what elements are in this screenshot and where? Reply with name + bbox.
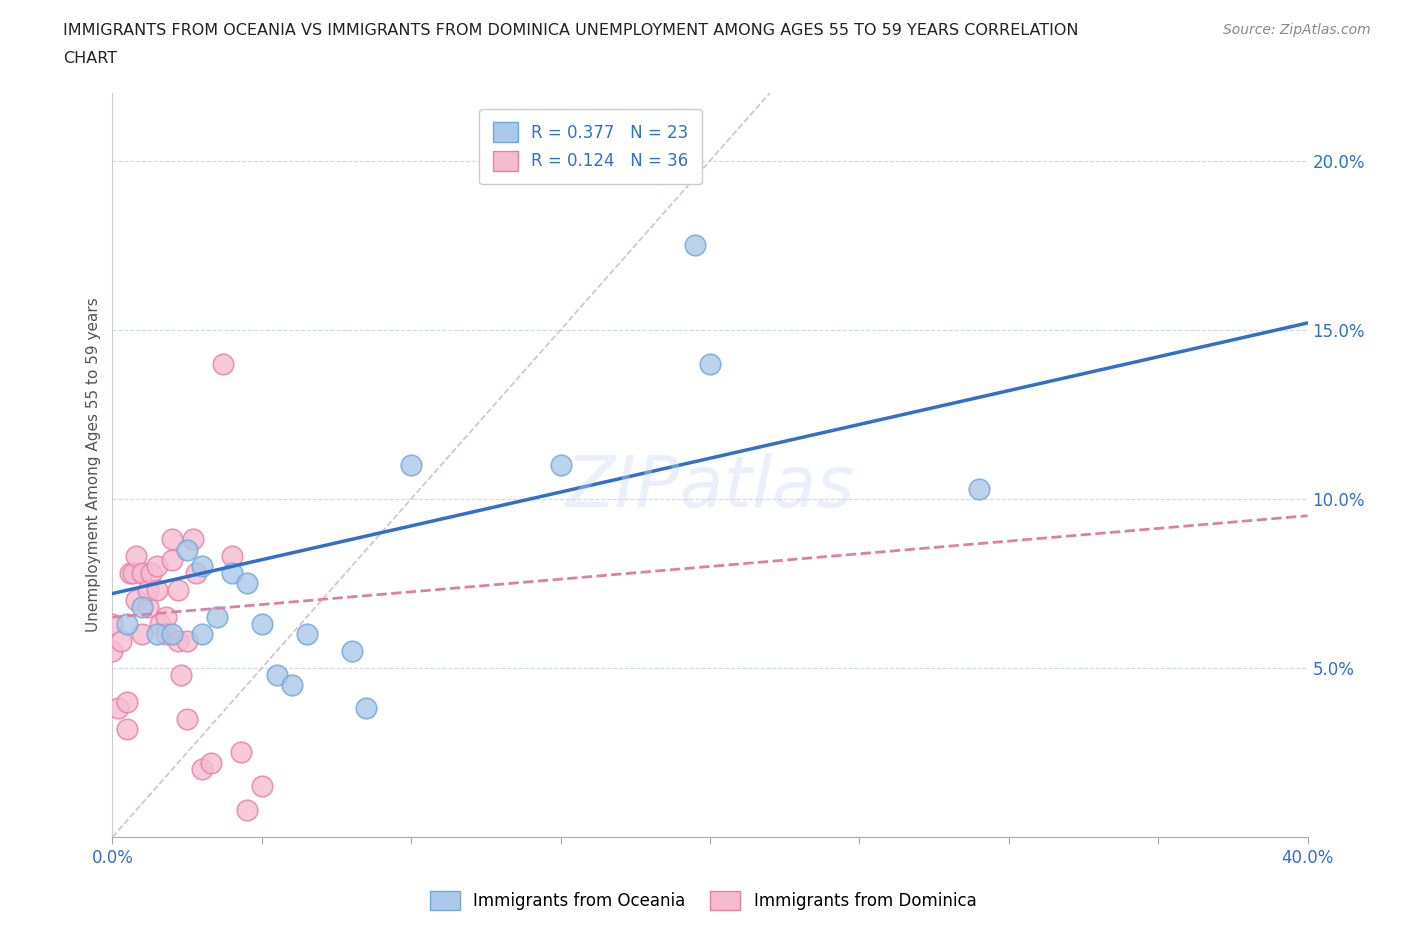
Point — [221, 549, 243, 564]
Y-axis label: Unemployment Among Ages 55 to 59 years: Unemployment Among Ages 55 to 59 years — [86, 298, 101, 632]
Point — [266, 667, 288, 682]
Legend: R = 0.377   N = 23, R = 0.124   N = 36: R = 0.377 N = 23, R = 0.124 N = 36 — [479, 109, 702, 184]
Legend: Immigrants from Oceania, Immigrants from Dominica: Immigrants from Oceania, Immigrants from… — [423, 884, 983, 917]
Text: IMMIGRANTS FROM OCEANIA VS IMMIGRANTS FROM DOMINICA UNEMPLOYMENT AMONG AGES 55 T: IMMIGRANTS FROM OCEANIA VS IMMIGRANTS FR… — [63, 23, 1078, 38]
Point — [131, 600, 153, 615]
Point — [117, 695, 139, 710]
Point — [131, 565, 153, 580]
Point — [122, 565, 145, 580]
Point — [101, 617, 124, 631]
Point — [107, 701, 129, 716]
Point — [229, 745, 252, 760]
Point — [146, 627, 169, 642]
Point — [176, 633, 198, 648]
Point — [176, 711, 198, 726]
Point — [167, 633, 190, 648]
Point — [162, 552, 183, 567]
Point — [281, 677, 304, 692]
Point — [967, 481, 990, 496]
Point — [101, 644, 124, 658]
Point — [356, 701, 378, 716]
Point — [162, 532, 183, 547]
Point — [117, 722, 139, 737]
Point — [186, 565, 208, 580]
Point — [146, 583, 169, 598]
Point — [181, 532, 204, 547]
Point — [699, 356, 721, 371]
Point — [110, 633, 132, 648]
Point — [401, 458, 423, 472]
Point — [155, 627, 177, 642]
Point — [191, 559, 214, 574]
Text: ZIPatlas: ZIPatlas — [565, 453, 855, 522]
Point — [191, 762, 214, 777]
Point — [205, 610, 228, 625]
Point — [117, 617, 139, 631]
Point — [212, 356, 235, 371]
Point — [200, 755, 222, 770]
Point — [125, 549, 148, 564]
Point — [125, 592, 148, 607]
Point — [250, 617, 273, 631]
Point — [176, 542, 198, 557]
Text: Source: ZipAtlas.com: Source: ZipAtlas.com — [1223, 23, 1371, 37]
Point — [236, 803, 259, 817]
Point — [550, 458, 572, 472]
Point — [131, 627, 153, 642]
Point — [340, 644, 363, 658]
Point — [141, 565, 163, 580]
Point — [221, 565, 243, 580]
Point — [236, 576, 259, 591]
Point — [170, 667, 193, 682]
Point — [138, 583, 160, 598]
Point — [149, 617, 172, 631]
Text: CHART: CHART — [63, 51, 117, 66]
Point — [155, 610, 177, 625]
Point — [191, 627, 214, 642]
Point — [295, 627, 318, 642]
Point — [250, 778, 273, 793]
Point — [162, 627, 183, 642]
Point — [138, 600, 160, 615]
Point — [683, 238, 706, 253]
Point — [120, 565, 142, 580]
Point — [146, 559, 169, 574]
Point — [167, 583, 190, 598]
